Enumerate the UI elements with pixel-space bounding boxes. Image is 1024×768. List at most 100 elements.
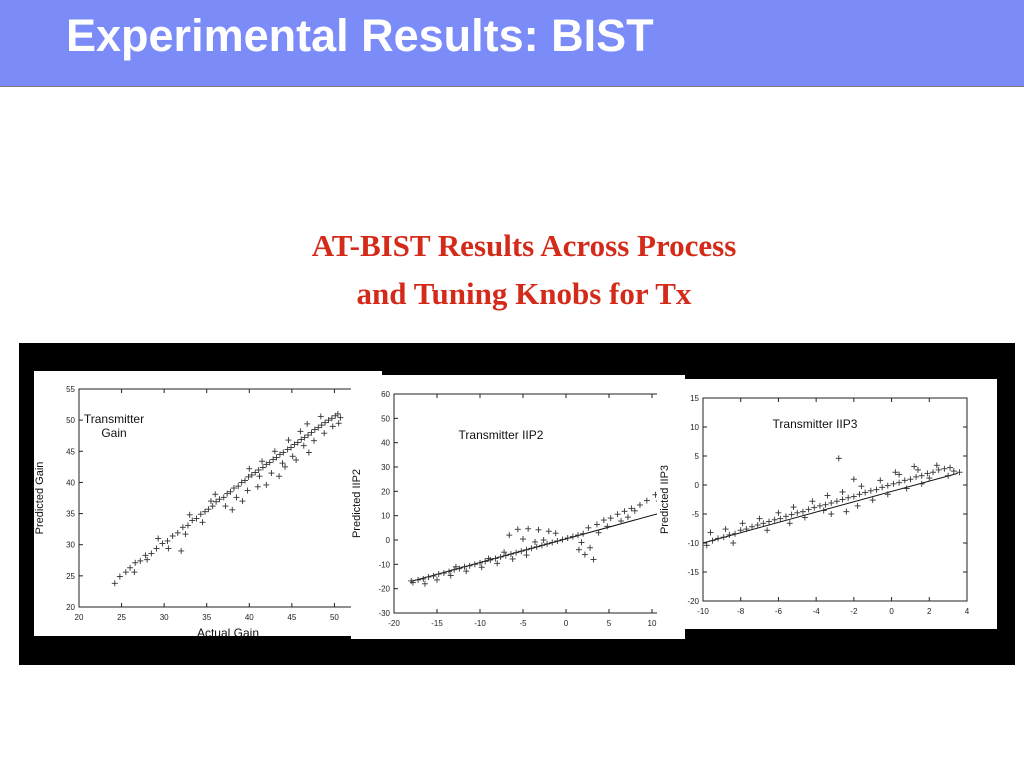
data-point (873, 486, 880, 493)
data-point (593, 521, 600, 528)
data-point (259, 458, 266, 465)
data-point (335, 420, 342, 427)
data-point (229, 506, 236, 513)
data-point (256, 473, 263, 480)
data-point (182, 531, 189, 538)
plot-area (393, 393, 685, 614)
data-point (877, 477, 884, 484)
data-point (918, 480, 925, 487)
data-point (254, 483, 261, 490)
data-point (337, 414, 344, 421)
data-point (282, 463, 289, 470)
chart-panel-iip2: -20-15-10-5051015-30-20-100102030405060T… (351, 375, 685, 639)
data-point (575, 546, 582, 553)
data-point (227, 488, 234, 495)
data-point (132, 559, 139, 566)
data-point (482, 558, 489, 565)
data-point (839, 496, 846, 503)
data-point (199, 519, 206, 526)
y-tick-label: 35 (66, 510, 75, 519)
data-point (220, 494, 227, 501)
data-point (291, 441, 298, 448)
data-point (308, 429, 315, 436)
data-point (273, 454, 280, 461)
data-point (466, 562, 473, 569)
chart-iip2: -20-15-10-5051015-30-20-100102030405060T… (351, 390, 685, 628)
data-point (914, 466, 921, 473)
data-point (305, 449, 312, 456)
x-tick-label: -6 (775, 607, 783, 616)
data-point (628, 505, 635, 512)
x-tick-label: 50 (330, 613, 339, 622)
data-point (242, 477, 249, 484)
data-point (564, 535, 571, 542)
data-point (820, 507, 827, 514)
data-point (643, 497, 650, 504)
data-point (502, 552, 509, 559)
y-tick-label: 50 (66, 416, 75, 425)
data-point (142, 552, 149, 559)
data-point (310, 437, 317, 444)
data-point (581, 551, 588, 558)
data-point (205, 506, 212, 513)
data-point (447, 572, 454, 579)
page-title: Experimental Results: BIST (66, 10, 654, 61)
data-point (607, 515, 614, 522)
y-tick-label: 20 (66, 603, 75, 612)
data-point (580, 530, 587, 537)
data-point (266, 459, 273, 466)
data-point (843, 508, 850, 515)
data-point (461, 563, 468, 570)
data-point (298, 436, 305, 443)
data-point (538, 542, 545, 549)
data-point (749, 523, 756, 530)
data-point (478, 564, 485, 571)
data-point (726, 531, 733, 538)
data-point (856, 491, 863, 498)
y-axis-label: Predicted Gain (34, 462, 46, 535)
data-point (523, 546, 530, 553)
data-point (754, 522, 761, 529)
data-point (245, 473, 252, 480)
data-point (947, 464, 954, 471)
data-point (268, 470, 275, 477)
data-point (463, 568, 470, 575)
y-tick-label: 10 (690, 423, 699, 432)
data-point (297, 428, 304, 435)
data-point (930, 469, 937, 476)
data-point (153, 545, 160, 552)
x-tick-label: 0 (564, 619, 569, 628)
y-tick-label: 0 (695, 481, 700, 490)
data-point (828, 511, 835, 517)
data-point (575, 532, 582, 539)
data-point (224, 490, 231, 497)
data-point (833, 498, 840, 505)
data-point (415, 576, 422, 583)
x-tick-label: 30 (160, 613, 169, 622)
data-point (293, 457, 300, 464)
y-tick-label: 0 (386, 536, 391, 545)
data-point (707, 529, 714, 536)
y-tick-label: 40 (66, 478, 75, 487)
chart-title: Transmitter IIP3 (773, 417, 858, 431)
data-point (552, 530, 559, 537)
x-tick-label: 2 (927, 607, 932, 616)
data-point (884, 482, 891, 489)
data-point (501, 549, 508, 556)
data-point (285, 437, 292, 444)
title-bar: Experimental Results: BIST (0, 0, 1024, 87)
data-point (492, 555, 499, 562)
data-point (246, 465, 253, 472)
data-point (884, 491, 891, 498)
data-point (193, 515, 200, 522)
data-point (259, 464, 266, 471)
data-point (771, 516, 778, 523)
data-point (715, 535, 722, 542)
x-tick-label: -20 (388, 619, 400, 628)
data-point (289, 453, 296, 460)
data-point (494, 560, 501, 567)
data-point (311, 426, 318, 433)
data-point (794, 509, 801, 516)
data-point (425, 573, 432, 580)
data-point (514, 526, 521, 533)
